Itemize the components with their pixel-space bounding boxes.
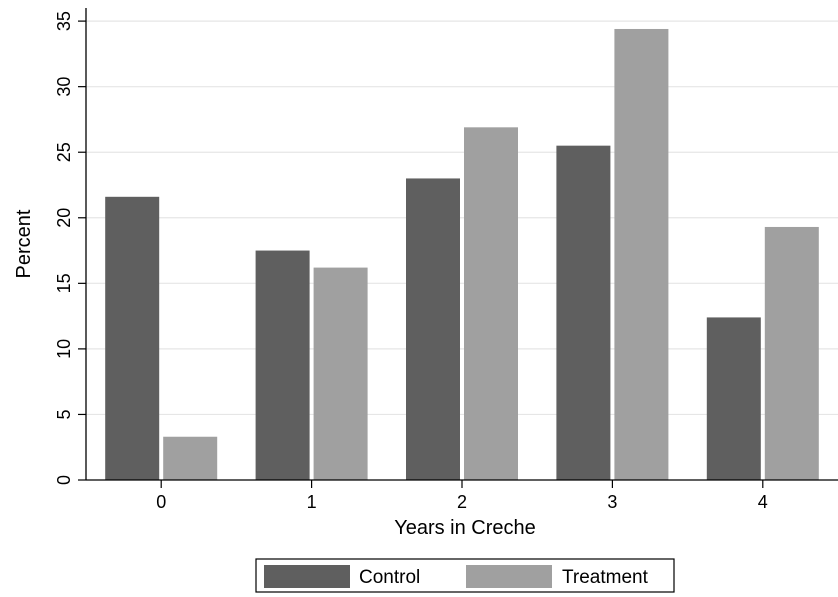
- legend: Control Treatment: [255, 558, 675, 593]
- x-axis-title: Years in Creche: [394, 517, 536, 539]
- bar-control-2: [406, 178, 460, 480]
- bar-treatment-1: [313, 267, 368, 480]
- bar-control-1: [255, 250, 310, 480]
- y-tick-label: 10: [54, 339, 74, 359]
- x-tick-label: 3: [607, 492, 617, 512]
- y-tick-label: 15: [54, 273, 74, 293]
- x-tick-label: 2: [457, 492, 467, 512]
- legend-label-control: Control: [359, 567, 420, 588]
- y-axis-title: Percent: [13, 209, 35, 278]
- y-axis-ticks: 0 5 10 15 20 25 30 35: [54, 11, 86, 485]
- bar-treatment-0: [163, 436, 218, 480]
- bar-control-0: [105, 196, 160, 481]
- bar-control-4: [706, 317, 761, 480]
- legend-swatch-control: [264, 565, 350, 588]
- gridlines: [86, 20, 838, 416]
- y-tick-label: 5: [54, 409, 74, 419]
- bar-treatment-3: [614, 28, 669, 480]
- x-tick-label: 4: [758, 492, 768, 512]
- bar-treatment-4: [764, 226, 819, 480]
- y-tick-label: 35: [54, 11, 74, 31]
- y-tick-label: 25: [54, 142, 74, 162]
- x-tick-label: 1: [307, 492, 317, 512]
- x-tick-label: 0: [156, 492, 166, 512]
- y-tick-label: 0: [54, 475, 74, 485]
- legend-swatch-treatment: [466, 565, 552, 588]
- bar-treatment-2: [464, 127, 518, 481]
- bar-control-3: [556, 145, 611, 480]
- legend-label-treatment: Treatment: [562, 567, 649, 588]
- y-tick-label: 20: [54, 208, 74, 228]
- bars: [105, 28, 819, 481]
- y-tick-label: 30: [54, 77, 74, 97]
- x-axis-ticks: 0 1 2 3 4: [156, 480, 768, 512]
